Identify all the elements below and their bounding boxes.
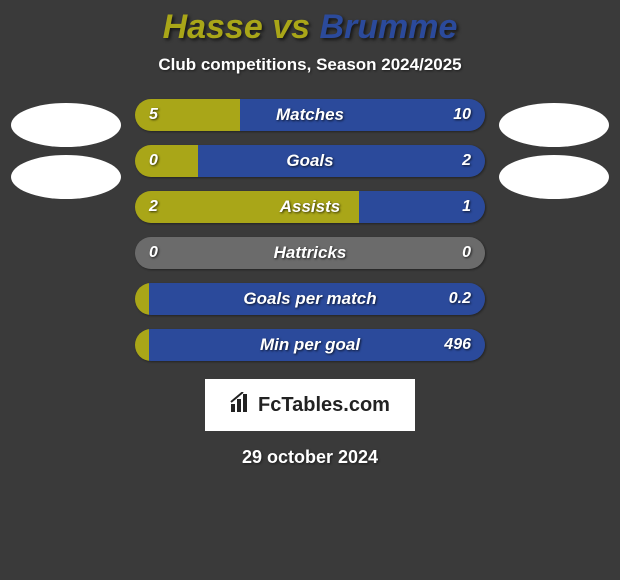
page-title: Hasse vs Brumme xyxy=(163,8,458,47)
bar-label: Min per goal xyxy=(135,329,485,361)
comparison-widget: Hasse vs Brumme Club competitions, Seaso… xyxy=(0,0,620,580)
bar-label: Hattricks xyxy=(135,237,485,269)
stat-bar: Assists2 1 xyxy=(135,191,485,223)
right-avatar-column xyxy=(499,99,609,361)
left-avatar-column xyxy=(11,99,121,361)
bar-value-left: 2 xyxy=(149,191,158,223)
bar-label: Assists xyxy=(135,191,485,223)
bar-label: Goals per match xyxy=(135,283,485,315)
player1-avatar-1 xyxy=(11,103,121,147)
stat-bar: Goals per match0.2 xyxy=(135,283,485,315)
stats-area: Matches510Goals02Assists21Hattricks00Goa… xyxy=(0,99,620,361)
bar-value-right: 0.2 xyxy=(449,283,471,315)
bar-value-left: 5 xyxy=(149,99,158,131)
bars-column: Matches510Goals02Assists21Hattricks00Goa… xyxy=(135,99,485,361)
bar-label: Goals xyxy=(135,145,485,177)
bar-value-left: 0 xyxy=(149,145,158,177)
logo-box[interactable]: FcTables.com xyxy=(205,379,415,431)
bar-value-left: 0 xyxy=(149,237,158,269)
stat-bar: Goals0 2 xyxy=(135,145,485,177)
player2-avatar-1 xyxy=(499,103,609,147)
player1-avatar-2 xyxy=(11,155,121,199)
stat-bar: Min per goal496 xyxy=(135,329,485,361)
bar-value-right: 1 xyxy=(462,191,471,223)
player2-name: Brumme xyxy=(319,8,457,46)
player2-avatar-2 xyxy=(499,155,609,199)
bar-value-right: 496 xyxy=(444,329,471,361)
stat-bar: Hattricks0 0 xyxy=(135,237,485,269)
logo-text: FcTables.com xyxy=(258,394,390,417)
date-text: 29 october 2024 xyxy=(242,447,378,468)
chart-icon xyxy=(230,392,252,418)
vs-text: vs xyxy=(263,8,320,46)
stat-bar: Matches5 10 xyxy=(135,99,485,131)
bar-value-right: 2 xyxy=(462,145,471,177)
bar-label: Matches xyxy=(135,99,485,131)
bar-value-right: 10 xyxy=(453,99,471,131)
bar-value-right: 0 xyxy=(462,237,471,269)
subtitle: Club competitions, Season 2024/2025 xyxy=(158,55,461,75)
player1-name: Hasse xyxy=(163,8,263,46)
